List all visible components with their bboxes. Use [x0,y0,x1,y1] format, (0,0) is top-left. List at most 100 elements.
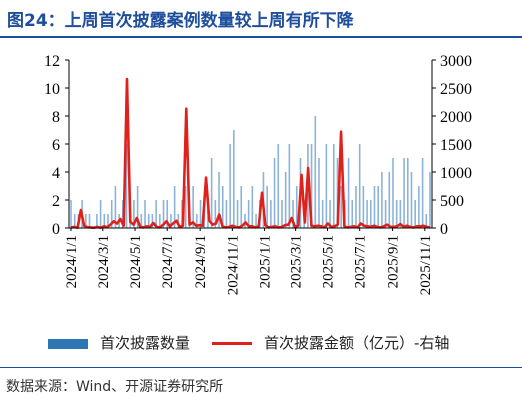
bar-count [410,172,413,228]
y-tick-label-right: 500 [440,193,464,210]
y-tick-label-left: 8 [52,109,60,126]
bar-count [166,200,169,228]
bar-count [99,200,102,228]
bar-count [162,200,165,228]
bar-count [273,158,276,228]
y-tick-label-right: 1000 [440,165,472,182]
y-tick-label-right: 0 [440,221,448,238]
bar-count [192,186,194,228]
bar-count [114,186,117,228]
bar-count [425,214,428,228]
bar-count [218,172,220,228]
figure-title: 图24：上周首次披露案例数量较上周有所下降 [7,11,354,31]
bar-count [369,200,372,228]
bar-count [144,200,146,228]
bar-count [233,130,235,228]
x-tick-label: 2025/11/1 [418,235,434,295]
bar-count [347,158,350,228]
bar-count [414,200,416,228]
bar-count [329,200,331,228]
legend-label-amount: 首次披露金额（亿元）-右轴 [264,334,450,352]
bar-count [399,200,402,228]
figure-title-bar: 图24：上周首次披露案例数量较上周有所下降 [0,0,522,38]
y-tick-label-left: 2 [52,193,60,210]
bar-count [251,186,254,228]
bar-count [318,158,320,228]
bar-count [406,158,409,228]
y-tick-label-right: 3000 [440,53,472,70]
bar-count [155,200,157,228]
bar-count [133,200,135,228]
bar-count [270,200,272,228]
legend-swatch-line [212,342,252,345]
bar-count [295,186,298,228]
bar-count [73,214,76,228]
x-tick-label: 2024/5/1 [128,235,144,288]
bar-count [229,144,231,228]
bar-count [362,186,365,228]
bar-count [292,200,294,228]
series-line-amount [70,77,431,230]
bar-count [240,186,243,228]
bar-count [236,200,239,228]
y-tick-label-left: 6 [52,137,60,154]
bar-count [288,144,291,228]
bar-count [429,172,431,228]
x-tick-label: 2025/3/1 [289,235,305,288]
chart-legend: 首次披露数量 首次披露金额（亿元）-右轴 [0,326,522,356]
y-tick-label-left: 10 [44,81,60,98]
legend-item-count: 首次披露数量 [48,332,190,353]
bar-count [107,214,109,228]
bar-count [358,144,361,228]
bar-count [177,214,180,228]
bar-count [336,158,339,228]
legend-item-amount: 首次披露金额（亿元）-右轴 [212,332,449,353]
y-tick-label-left: 12 [44,53,60,70]
y-tick-label-left: 0 [52,221,60,238]
bar-count [325,144,328,228]
x-tick-label: 2024/9/1 [193,235,209,288]
bar-count [266,186,268,228]
bar-count [159,214,161,228]
data-source: 数据来源：Wind、开源证券研究所 [6,379,224,395]
bar-count [403,158,405,228]
bar-count [247,200,250,228]
bar-count [255,214,257,228]
bar-count [221,186,224,228]
bar-count [196,214,198,228]
bar-count [377,186,379,228]
title-underline [0,36,522,38]
bar-count [388,172,391,228]
bar-count [173,186,176,228]
bar-count [210,158,213,228]
bar-count [70,200,72,228]
x-tick-label: 2024/3/1 [96,235,112,288]
bar-count [418,186,420,228]
bar-count [277,144,280,228]
bar-count [110,200,113,228]
bar-count [281,200,283,228]
legend-label-count: 首次披露数量 [100,334,191,352]
bar-count [355,186,357,228]
y-tick-label-right: 2000 [440,109,472,126]
bar-count [321,200,324,228]
bar-count [314,116,317,228]
bar-count [125,144,128,228]
source-divider [0,367,522,368]
bar-count [373,186,376,228]
bar-count [310,144,313,228]
bar-count [421,158,424,228]
x-tick-label: 2025/1/1 [258,235,274,288]
bar-count [225,200,228,228]
bar-count [199,200,202,228]
bar-count [170,214,172,228]
bar-count [85,214,87,228]
bar-count [244,214,246,228]
legend-swatch-bars [48,338,88,349]
x-tick-label: 2025/7/1 [353,235,369,288]
bar-count [96,214,98,228]
x-tick-label: 2025/5/1 [321,235,337,288]
bar-count [392,158,394,228]
chart: 0 2 4 6 8 10 12 0 500 1000 1500 2000 2500 3000 2024/1/… [44,53,472,295]
x-tick-label: 2024/7/1 [160,235,176,288]
